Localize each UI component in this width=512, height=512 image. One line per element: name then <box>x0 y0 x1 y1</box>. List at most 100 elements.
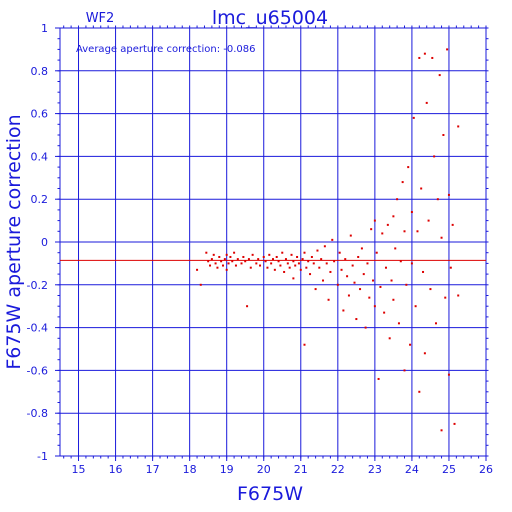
y-tick-label: -0.8 <box>27 407 48 420</box>
y-tick-label: -0.2 <box>27 279 48 292</box>
data-point <box>444 296 447 299</box>
data-point <box>233 251 236 254</box>
data-point <box>273 268 276 271</box>
data-point <box>325 262 328 265</box>
data-point <box>288 266 291 269</box>
data-point <box>251 253 254 256</box>
data-point <box>294 264 297 267</box>
data-point <box>242 255 245 258</box>
data-point <box>309 273 312 276</box>
data-point <box>425 101 428 104</box>
data-point <box>196 268 199 271</box>
grid-lines <box>60 27 487 457</box>
data-point <box>447 373 450 376</box>
data-point <box>368 296 371 299</box>
data-point <box>422 270 425 273</box>
x-tick-label: 26 <box>479 463 493 476</box>
data-point <box>431 56 434 59</box>
data-point <box>221 264 224 267</box>
data-point <box>329 270 332 273</box>
data-point <box>299 268 302 271</box>
data-point <box>223 258 226 261</box>
y-tick-label: -1 <box>37 450 48 463</box>
data-point <box>301 258 304 261</box>
data-point <box>353 281 356 284</box>
data-point <box>366 262 369 265</box>
data-point <box>247 258 250 261</box>
data-point <box>405 283 408 286</box>
data-point <box>357 255 360 258</box>
data-point <box>399 260 402 263</box>
data-point <box>451 223 454 226</box>
data-point <box>205 251 208 254</box>
data-point <box>234 264 237 267</box>
data-point <box>392 298 395 301</box>
data-point <box>440 429 443 432</box>
data-point <box>457 125 460 128</box>
data-point <box>410 262 413 265</box>
data-point <box>316 249 319 252</box>
data-point <box>207 260 210 263</box>
data-point <box>262 255 265 258</box>
data-point <box>392 215 395 218</box>
data-point <box>383 311 386 314</box>
data-point <box>416 230 419 233</box>
data-point <box>283 270 286 273</box>
chart-title: lmc_u65004 <box>212 7 328 29</box>
data-point <box>342 309 345 312</box>
data-point <box>373 219 376 222</box>
data-point <box>364 326 367 329</box>
data-point <box>305 266 308 269</box>
y-tick-label: 0 <box>41 236 48 249</box>
data-point <box>323 245 326 248</box>
data-point <box>331 238 334 241</box>
tick-marks <box>55 25 489 461</box>
data-point <box>453 422 456 425</box>
x-tick-label: 21 <box>294 463 308 476</box>
x-tick-label: 22 <box>331 463 345 476</box>
y-tick-labels: -1 -0.8 -0.6 -0.4 -0.2 0 0.2 0.4 0.6 0.8 1 <box>27 22 48 463</box>
data-point <box>284 258 287 261</box>
data-point <box>403 230 406 233</box>
data-point <box>338 251 341 254</box>
data-point <box>372 279 375 282</box>
data-point <box>303 251 306 254</box>
data-point <box>322 279 325 282</box>
data-point <box>370 228 373 231</box>
data-point <box>236 258 239 261</box>
y-tick-label: 0.2 <box>31 193 49 206</box>
data-point <box>297 262 300 265</box>
data-point <box>381 232 384 235</box>
data-point <box>296 255 299 258</box>
data-point <box>218 255 221 258</box>
data-point <box>220 260 223 263</box>
x-tick-label: 25 <box>442 463 456 476</box>
x-axis-label: F675W <box>237 483 303 505</box>
data-point <box>407 166 410 169</box>
data-point <box>423 352 426 355</box>
data-point <box>320 258 323 261</box>
data-point <box>336 283 339 286</box>
data-point <box>216 266 219 269</box>
data-point <box>438 74 441 77</box>
data-point <box>409 343 412 346</box>
data-point <box>442 134 445 136</box>
data-point <box>209 264 212 267</box>
data-point <box>410 211 413 214</box>
y-tick-label: 0.8 <box>31 65 49 78</box>
data-point <box>349 234 352 237</box>
data-point <box>272 258 274 261</box>
data-point <box>199 283 202 286</box>
data-point <box>210 258 213 261</box>
data-point <box>333 260 336 263</box>
data-point <box>418 390 421 393</box>
data-point <box>229 255 232 258</box>
data-point <box>394 247 397 250</box>
x-tick-labels: 15 16 17 18 19 20 21 22 23 24 25 26 <box>72 463 493 476</box>
data-point <box>433 155 436 158</box>
data-point <box>310 255 313 258</box>
data-point <box>240 262 243 265</box>
data-point <box>457 294 460 297</box>
x-tick-label: 20 <box>257 463 271 476</box>
x-tick-label: 24 <box>405 463 419 476</box>
